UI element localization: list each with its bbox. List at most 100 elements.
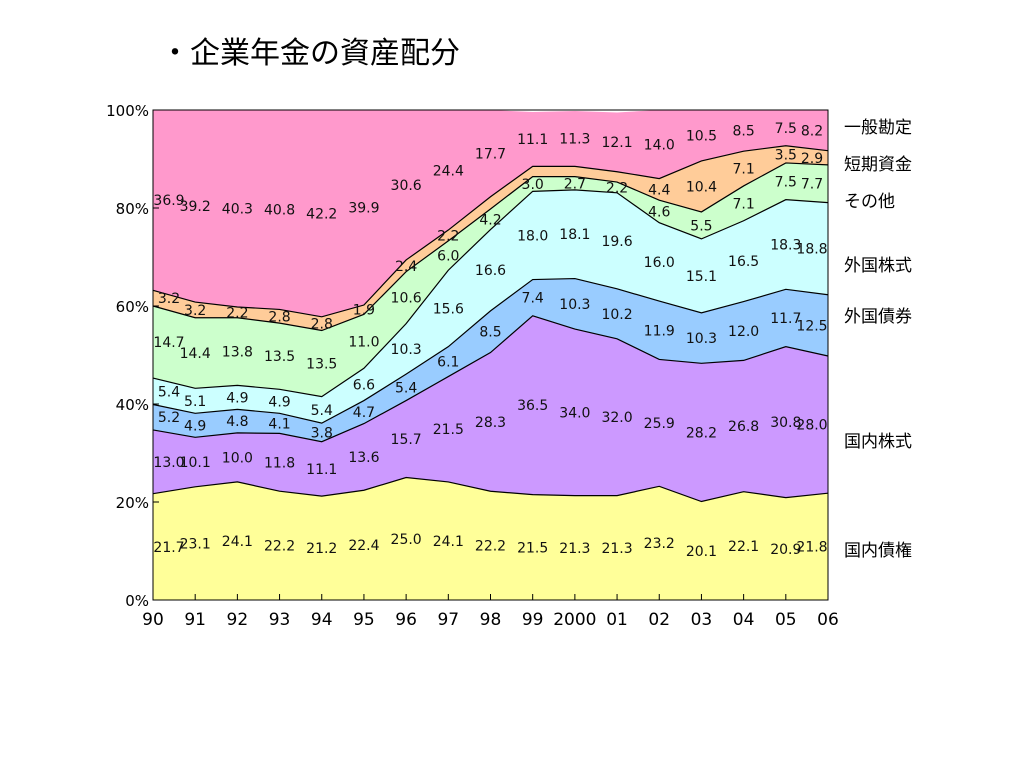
value-label: 39.2	[180, 199, 211, 215]
value-label: 19.6	[601, 234, 632, 250]
x-tick-label: 91	[184, 610, 206, 630]
area-2	[153, 315, 828, 502]
value-label: 7.1	[732, 162, 754, 178]
value-label: 11.9	[644, 323, 675, 339]
value-label: 13.5	[306, 357, 337, 373]
value-label: 18.3	[770, 238, 801, 254]
y-axis: 0% 20% 40% 60% 80% 100%	[106, 102, 159, 610]
value-label: 14.7	[153, 335, 184, 351]
value-label: 34.0	[559, 405, 590, 421]
value-label: 5.4	[158, 384, 180, 400]
value-label: 11.1	[517, 132, 548, 148]
value-label: 10.6	[391, 291, 422, 307]
legend-label: 一般勘定	[844, 118, 912, 138]
value-label: 14.0	[644, 137, 675, 153]
value-label: 12.5	[796, 318, 827, 334]
value-label: 7.7	[801, 177, 823, 193]
value-label: 11.7	[770, 311, 801, 327]
legend-label: その他	[844, 192, 895, 212]
value-label: 3.8	[311, 425, 333, 441]
area-layers	[153, 110, 828, 600]
area-1	[153, 477, 828, 600]
x-tick-label: 06	[817, 610, 839, 630]
x-tick-label: 93	[269, 610, 291, 630]
value-label: 26.8	[728, 419, 759, 435]
value-label: 10.2	[601, 307, 632, 323]
value-label: 40.8	[264, 203, 295, 219]
area-7	[153, 110, 828, 317]
value-label: 10.5	[686, 128, 717, 144]
y-tick-label: 40%	[116, 396, 149, 414]
value-label: 4.1	[268, 416, 290, 432]
value-label: 7.4	[522, 291, 544, 307]
value-label: 8.5	[732, 124, 754, 140]
x-tick-label: 95	[353, 610, 375, 630]
value-label: 2.2	[606, 180, 628, 196]
value-label: 21.7	[153, 540, 184, 556]
value-label: 39.9	[348, 201, 379, 217]
value-label: 10.0	[222, 450, 253, 466]
value-label: 10.4	[686, 179, 717, 195]
legend-label: 国内債権	[844, 541, 912, 561]
value-label: 6.0	[437, 249, 459, 265]
value-label: 10.3	[391, 342, 422, 358]
value-label: 25.0	[391, 532, 422, 548]
value-label: 21.8	[796, 540, 827, 556]
value-label: 11.8	[264, 455, 295, 471]
value-label: 6.1	[437, 355, 459, 371]
value-label: 15.6	[433, 301, 464, 317]
value-label: 24.4	[433, 163, 464, 179]
value-label: 11.3	[559, 132, 590, 148]
value-label: 11.0	[348, 334, 379, 350]
value-label: 24.1	[222, 534, 253, 550]
value-label: 24.1	[433, 534, 464, 550]
value-label: 4.9	[184, 418, 206, 434]
value-label: 16.6	[475, 263, 506, 279]
value-label: 2.7	[564, 176, 586, 192]
value-label: 5.4	[395, 380, 417, 396]
value-label: 10.1	[180, 455, 211, 471]
value-label: 30.6	[391, 178, 422, 194]
value-label: 40.3	[222, 201, 253, 217]
value-label: 3.5	[775, 147, 797, 163]
value-label: 5.5	[690, 218, 712, 234]
value-label: 1.9	[353, 303, 375, 319]
area-5	[153, 162, 828, 397]
value-label: 5.1	[184, 394, 206, 410]
value-label: 15.7	[391, 432, 422, 448]
value-label: 18.1	[559, 227, 590, 243]
value-label: 4.4	[648, 182, 670, 198]
boundary-line	[152, 315, 829, 443]
legend-label: 短期資金	[844, 155, 912, 175]
y-tick-label: 80%	[116, 200, 149, 218]
value-label: 4.9	[268, 394, 290, 410]
value-label: 7.5	[775, 121, 797, 137]
value-label: 4.7	[353, 405, 375, 421]
x-axis: 90 91 92 93 94 95 96 97 98 99 2000 01 02 03 04 05 06	[142, 594, 839, 630]
x-tick-label: 96	[395, 610, 417, 630]
value-label: 21.5	[433, 422, 464, 438]
x-tick-label: 05	[775, 610, 797, 630]
x-tick-label: 03	[691, 610, 713, 630]
value-label: 2.2	[226, 305, 248, 321]
boundary-line	[152, 476, 829, 503]
boundary-line	[152, 277, 829, 424]
x-tick-label: 92	[227, 610, 249, 630]
value-label: 23.2	[644, 536, 675, 552]
legend-label: 国内株式	[844, 432, 912, 452]
value-label: 6.6	[353, 377, 375, 393]
value-label: 4.9	[226, 390, 248, 406]
x-tick-label: 2000	[553, 610, 596, 630]
x-tick-label: 04	[733, 610, 755, 630]
x-tick-label: 02	[648, 610, 670, 630]
value-label: 8.2	[801, 124, 823, 140]
value-label: 2.9	[801, 151, 823, 167]
value-label: 13.8	[222, 345, 253, 361]
x-tick-label: 98	[480, 610, 502, 630]
value-label: 10.3	[686, 331, 717, 347]
value-label: 2.8	[311, 317, 333, 333]
value-label: 17.7	[475, 146, 506, 162]
x-tick-label: 01	[606, 610, 628, 630]
legend-label: 外国債券	[844, 307, 912, 327]
